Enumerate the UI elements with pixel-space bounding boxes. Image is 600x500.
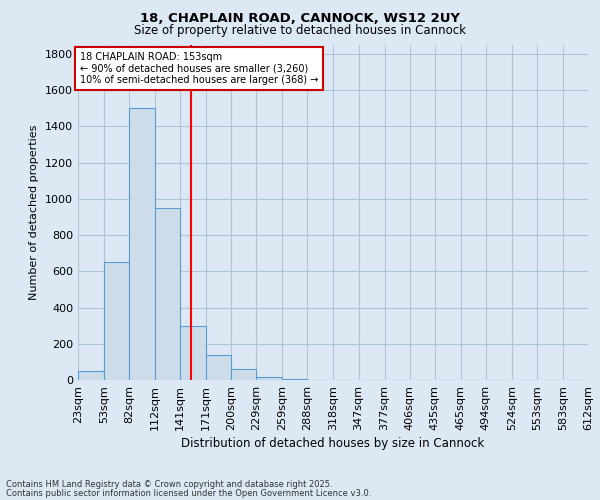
- Bar: [104, 262, 129, 380]
- Text: 18 CHAPLAIN ROAD: 153sqm
← 90% of detached houses are smaller (3,260)
10% of sem: 18 CHAPLAIN ROAD: 153sqm ← 90% of detach…: [80, 52, 318, 86]
- Text: Contains public sector information licensed under the Open Government Licence v3: Contains public sector information licen…: [6, 488, 371, 498]
- Bar: [283, 379, 307, 380]
- Bar: [256, 378, 283, 380]
- Bar: [231, 369, 256, 380]
- Bar: [129, 108, 155, 380]
- Text: 18, CHAPLAIN ROAD, CANNOCK, WS12 2UY: 18, CHAPLAIN ROAD, CANNOCK, WS12 2UY: [140, 12, 460, 26]
- Y-axis label: Number of detached properties: Number of detached properties: [29, 125, 40, 300]
- Bar: [155, 208, 180, 380]
- Bar: [206, 354, 231, 380]
- X-axis label: Distribution of detached houses by size in Cannock: Distribution of detached houses by size …: [181, 437, 485, 450]
- Bar: [180, 326, 206, 380]
- Text: Size of property relative to detached houses in Cannock: Size of property relative to detached ho…: [134, 24, 466, 37]
- Text: Contains HM Land Registry data © Crown copyright and database right 2025.: Contains HM Land Registry data © Crown c…: [6, 480, 332, 489]
- Bar: [78, 371, 104, 380]
